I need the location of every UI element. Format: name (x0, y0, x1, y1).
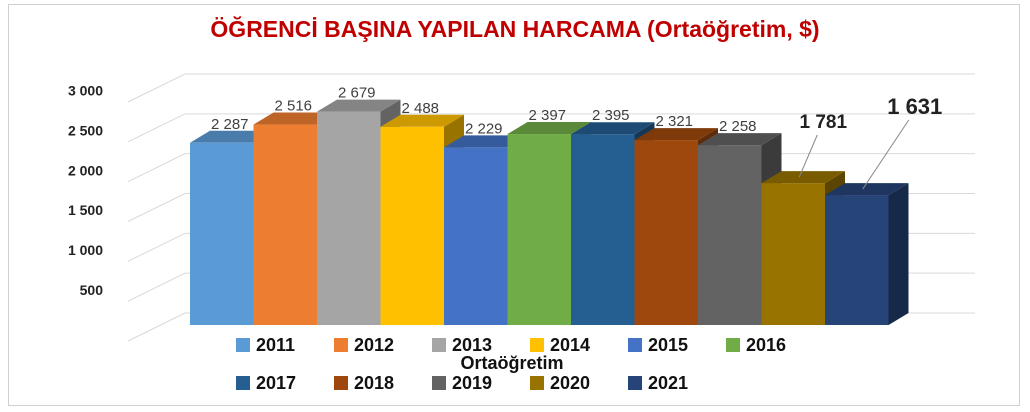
frame (8, 4, 1020, 406)
y-tick-label: 3 000 (68, 83, 103, 99)
y-tick-label: 1 000 (68, 242, 103, 258)
grid-line (127, 113, 975, 143)
legend-label: 2021 (648, 373, 688, 393)
legend-label: 2011 (256, 335, 295, 355)
legend-label: 2013 (452, 335, 492, 355)
chart-title: ÖĞRENCİ BAŞINA YAPILAN HARCAMA (Ortaöğre… (210, 16, 820, 42)
bar (507, 134, 571, 325)
bar (698, 145, 762, 325)
value-label: 2 321 (655, 113, 693, 130)
legend-label: 2017 (256, 373, 296, 393)
grid-line (127, 73, 975, 103)
bar (317, 111, 381, 325)
legend-label: 2015 (648, 335, 688, 355)
legend-swatch (432, 338, 446, 352)
y-tick-label: 500 (80, 282, 104, 298)
value-label: 1 631 (887, 94, 942, 119)
bar-top (571, 122, 655, 135)
bar (634, 140, 698, 325)
bar-top (317, 99, 401, 112)
legend-swatch (530, 376, 544, 390)
bar-side (888, 183, 909, 325)
bar-top (634, 128, 718, 141)
bar (571, 134, 635, 325)
legend-swatch (530, 338, 544, 352)
value-label: 2 229 (465, 120, 503, 137)
bar-top (698, 133, 782, 146)
value-label: 2 488 (401, 100, 439, 117)
bar-top (761, 171, 845, 184)
legend-swatch (334, 376, 348, 390)
bar (825, 195, 889, 325)
y-tick-label: 2 000 (68, 162, 103, 178)
bar (444, 147, 508, 325)
legend-label: 2019 (452, 373, 492, 393)
bar (380, 126, 444, 325)
legend-swatch (628, 338, 642, 352)
legend-swatch (334, 338, 348, 352)
value-label: 2 679 (338, 85, 376, 102)
legend-label: 2012 (354, 335, 394, 355)
value-label: 2 258 (719, 118, 757, 135)
legend-swatch (726, 338, 740, 352)
x-tick-label: Ortaöğretim (460, 353, 563, 373)
value-label: 2 397 (528, 107, 566, 124)
value-label: 2 516 (274, 98, 312, 115)
legend-swatch (236, 376, 250, 390)
legend-swatch (432, 376, 446, 390)
bar (761, 183, 825, 325)
y-tick-label: 1 500 (68, 202, 103, 218)
leader-line (798, 134, 818, 178)
y-tick-label: 2 500 (68, 123, 103, 139)
bar-top (253, 112, 337, 125)
value-label: 2 287 (211, 116, 249, 133)
legend-label: 2018 (354, 373, 394, 393)
legend-label: 2020 (550, 373, 590, 393)
legend-swatch (236, 338, 250, 352)
leader-line (862, 119, 910, 190)
value-label: 1 781 (799, 112, 847, 133)
legend-swatch (628, 376, 642, 390)
legend-label: 2016 (746, 335, 786, 355)
bar-top (507, 122, 591, 135)
bar-top (444, 135, 528, 148)
bar-top (380, 114, 464, 127)
bar-top (825, 183, 909, 196)
value-label: 2 395 (592, 107, 630, 124)
bar-top (190, 130, 274, 143)
legend-label: 2014 (550, 335, 590, 355)
bar (253, 124, 317, 325)
bar (190, 142, 254, 325)
